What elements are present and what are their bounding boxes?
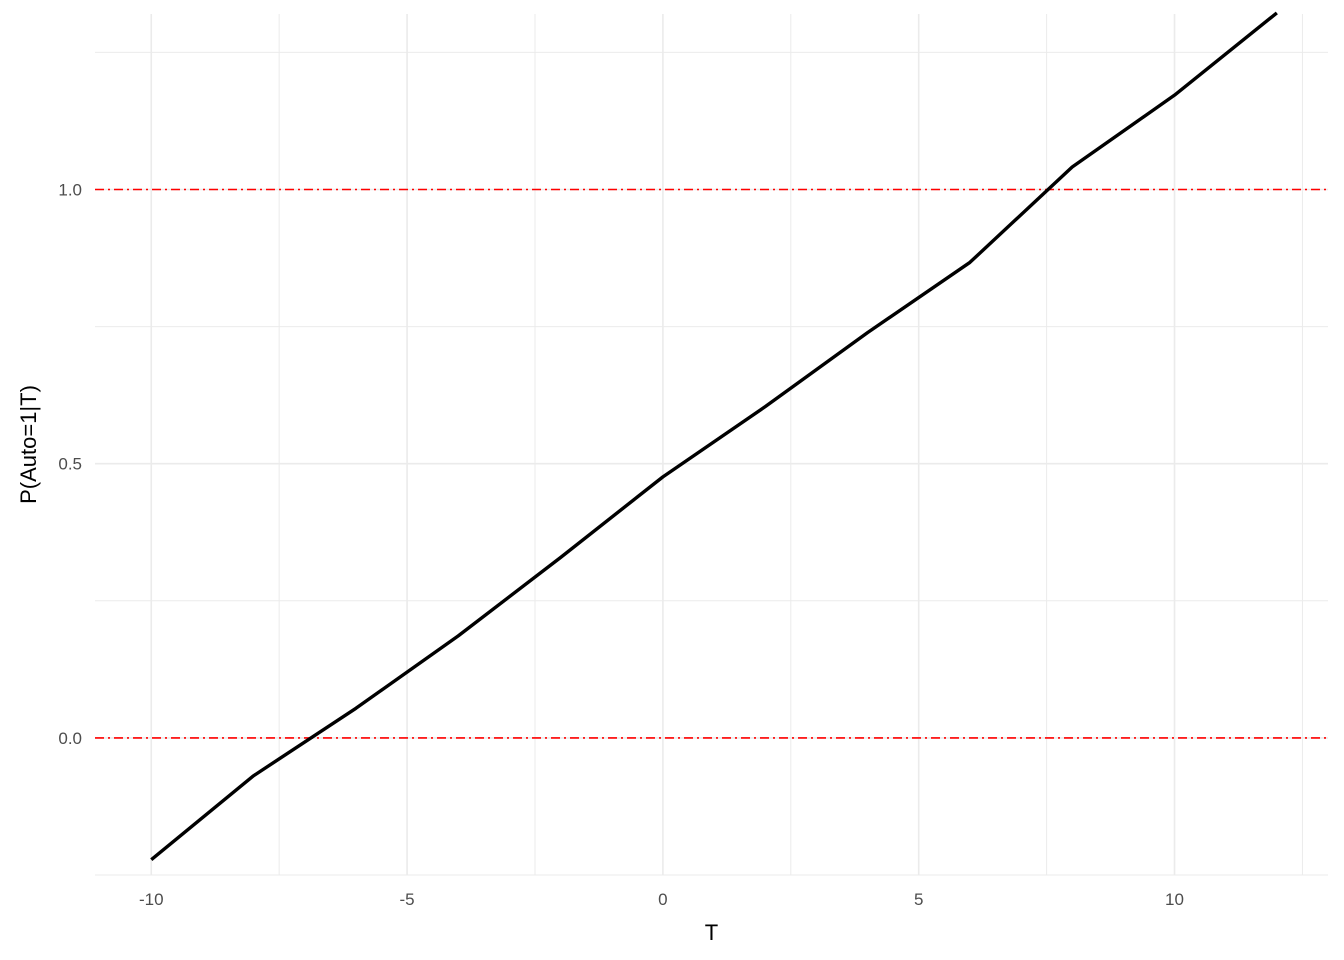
- y-tick-label: 0.5: [58, 455, 82, 474]
- series-layer: [150, 11, 1278, 861]
- y-axis-ticks: 0.0 0.5 1.0: [58, 180, 82, 747]
- x-axis-title: T: [705, 920, 718, 945]
- x-tick-label: 0: [658, 890, 667, 909]
- x-tick-label: 10: [1165, 890, 1184, 909]
- y-tick-label: 0.0: [58, 729, 82, 748]
- series-line: [150, 11, 1278, 861]
- y-axis-title: P(Auto=1|T): [16, 385, 41, 504]
- x-tick-label: -5: [400, 890, 415, 909]
- y-tick-label: 1.0: [58, 180, 82, 199]
- reference-lines: [95, 188, 1328, 739]
- x-tick-label: 5: [914, 890, 923, 909]
- x-axis-ticks: -10 -5 0 5 10: [139, 890, 1184, 909]
- x-tick-label: -10: [139, 890, 164, 909]
